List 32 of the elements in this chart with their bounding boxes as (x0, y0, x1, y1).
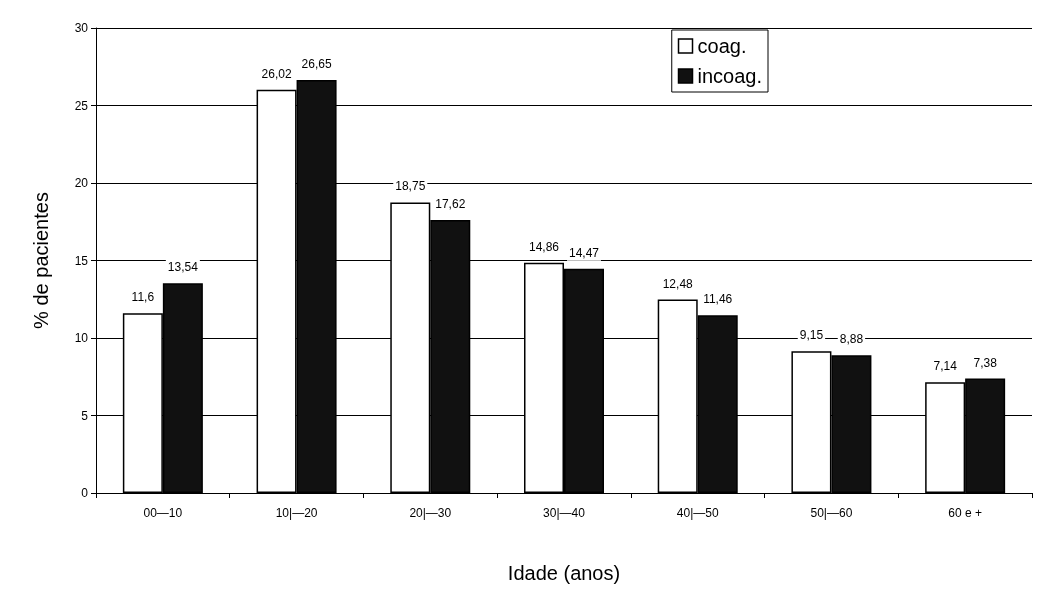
data-label: 17,62 (435, 196, 466, 211)
y-axis-title: % de pacientes (30, 192, 52, 329)
x-tick-label: 50|—60 (810, 506, 853, 520)
x-tick-label: 40|—50 (676, 506, 719, 520)
x-tick-label: 20|—30 (409, 506, 452, 520)
data-label: 9,15 (799, 328, 824, 343)
y-tick-label: 5 (81, 408, 89, 423)
data-label: 26,65 (301, 56, 332, 71)
data-label: 7,14 (933, 359, 958, 374)
data-label: 14,47 (568, 245, 600, 260)
x-tick-label: 60 e + (948, 506, 982, 520)
y-tick-label: 25 (74, 98, 89, 113)
data-label: 26,02 (261, 66, 292, 81)
legend-label: coag. (697, 35, 747, 57)
data-label: 12,48 (662, 276, 694, 291)
data-label: 13,54 (167, 260, 199, 275)
data-label: 7,38 (973, 355, 998, 370)
y-tick-label: 10 (74, 331, 89, 345)
x-tick-label: 00—10 (143, 506, 183, 520)
data-label: 14,86 (528, 239, 560, 254)
x-tick-label: 10|—20 (275, 506, 318, 520)
legend-label: incoag. (697, 65, 763, 87)
x-tick-label: 30|—40 (543, 506, 586, 520)
y-tick-label: 15 (74, 253, 89, 268)
y-tick-label: 20 (74, 176, 89, 190)
y-tick-label: 30 (74, 21, 89, 35)
x-axis-title: Idade (anos) (507, 562, 621, 584)
data-label: 11,6 (131, 290, 155, 305)
y-tick-label: 0 (81, 486, 89, 500)
data-label: 11,46 (703, 292, 733, 307)
data-label: 18,75 (395, 179, 426, 194)
data-label: 8,88 (839, 332, 864, 347)
